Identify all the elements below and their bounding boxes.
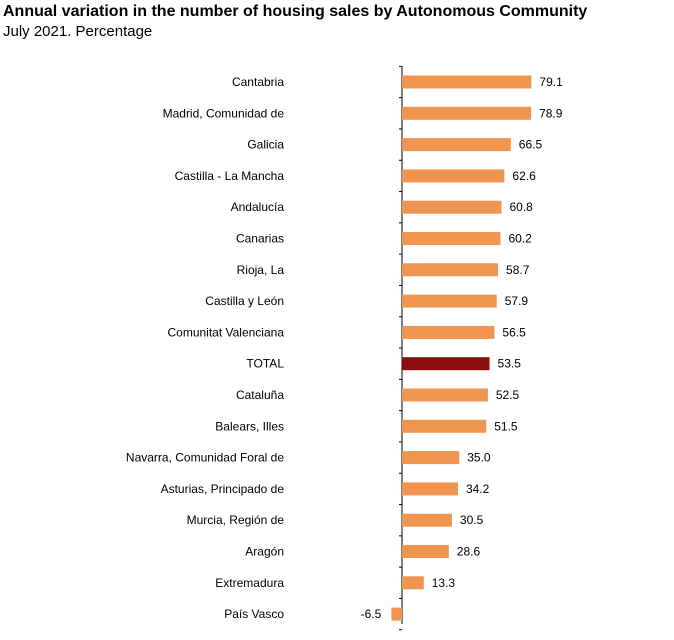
data-label: -6.5	[361, 607, 382, 621]
bar	[402, 106, 532, 120]
bar	[402, 482, 458, 496]
data-label: 60.2	[508, 232, 532, 246]
bar	[402, 325, 495, 339]
data-label: 79.1	[539, 75, 563, 89]
bar	[402, 576, 424, 590]
bar	[402, 419, 487, 433]
bar	[402, 169, 505, 183]
category-label: Comunitat Valenciana	[167, 325, 284, 339]
bar	[402, 388, 488, 402]
category-label: Cantabria	[232, 75, 284, 89]
bar	[402, 545, 449, 558]
data-label: 78.9	[539, 106, 563, 120]
bar-total	[402, 357, 490, 371]
bar	[402, 75, 532, 89]
bar	[402, 138, 511, 152]
bar	[402, 513, 452, 527]
category-label: Navarra, Comunidad Foral de	[126, 451, 284, 465]
bar	[402, 200, 502, 214]
data-label: 56.5	[502, 325, 526, 339]
category-label: Madrid, Comunidad de	[163, 106, 285, 120]
data-label: 13.3	[432, 576, 456, 590]
bar	[391, 607, 402, 621]
category-label: Rioja, La	[237, 263, 285, 277]
category-label: País Vasco	[224, 607, 284, 621]
bar	[402, 451, 460, 465]
data-label: 57.9	[505, 294, 529, 308]
category-label: Cataluña	[236, 388, 284, 402]
data-label: 28.6	[457, 545, 481, 559]
bar	[402, 294, 497, 308]
data-label: 58.7	[506, 263, 530, 277]
data-label: 66.5	[519, 138, 543, 152]
category-label: Galicia	[247, 138, 284, 152]
category-label: Canarias	[236, 232, 284, 246]
data-label: 30.5	[460, 513, 484, 527]
category-label: Asturias, Principado de	[161, 482, 285, 496]
bar	[402, 232, 501, 245]
data-label: 51.5	[494, 419, 518, 433]
data-label: 60.8	[509, 200, 533, 214]
category-label: Aragón	[245, 545, 284, 559]
chart-subtitle: July 2021. Percentage	[3, 23, 153, 40]
data-label: 35.0	[467, 451, 491, 465]
data-label: 53.5	[498, 357, 522, 371]
category-label: Murcia, Región de	[187, 513, 285, 527]
category-label: Extremadura	[215, 576, 284, 590]
category-label: TOTAL	[246, 357, 284, 371]
category-label: Andalucía	[231, 200, 285, 214]
data-label: 52.5	[496, 388, 520, 402]
chart-title: Annual variation in the number of housin…	[3, 3, 588, 20]
category-label: Castilla - La Mancha	[175, 169, 285, 183]
category-label: Balears, Illes	[215, 419, 284, 433]
bar	[402, 263, 499, 277]
data-label: 34.2	[466, 482, 490, 496]
data-label: 62.6	[512, 169, 536, 183]
category-label: Castilla y León	[205, 294, 284, 308]
